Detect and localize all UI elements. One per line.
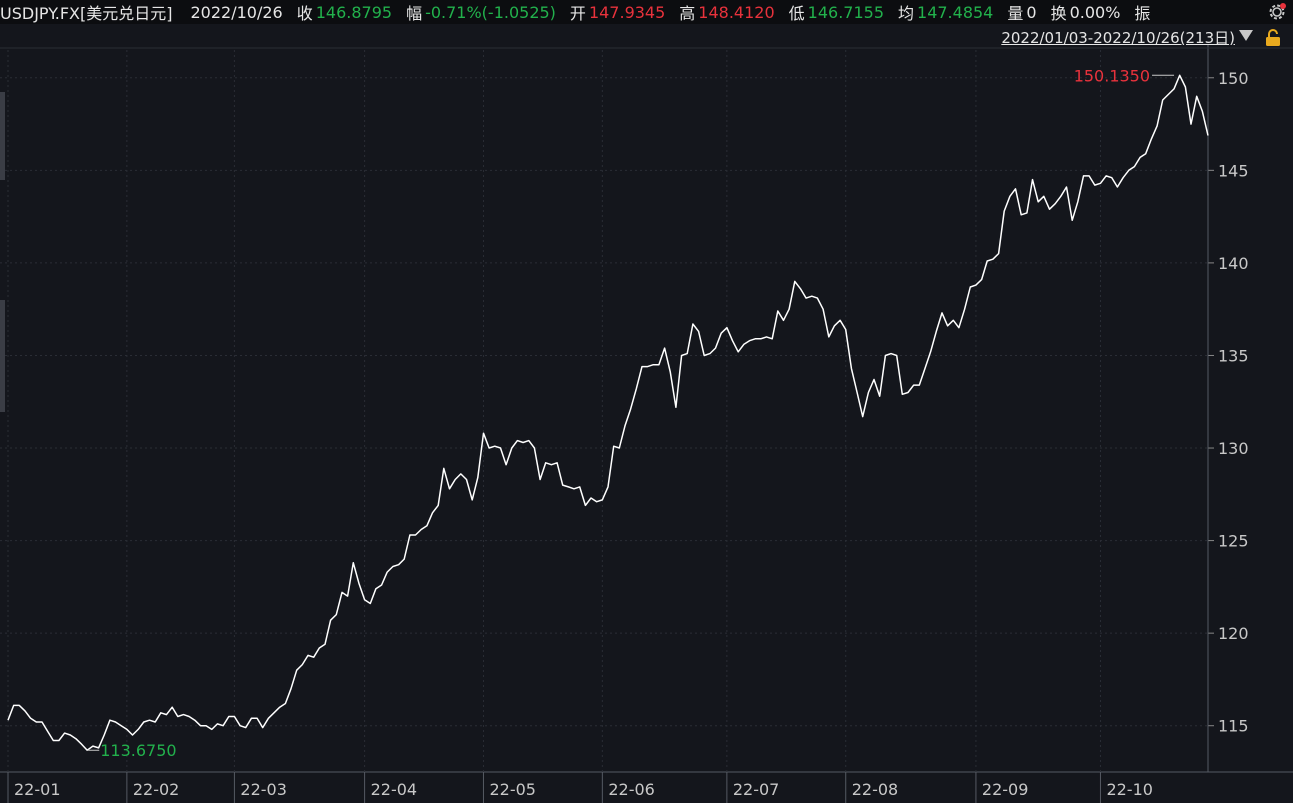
left-edge-marker — [0, 92, 5, 180]
x-tick-label: 22-05 — [489, 780, 535, 799]
avg-value: 147.4854 — [917, 2, 994, 22]
low-value: 146.7155 — [807, 2, 884, 22]
left-edge-marker — [0, 300, 5, 412]
x-tick-label: 22-04 — [371, 780, 418, 799]
y-tick-label: 140 — [1218, 254, 1249, 273]
close-value: 146.8795 — [315, 2, 393, 22]
x-tick-label: 22-09 — [982, 780, 1029, 799]
close-label: 收 — [296, 4, 313, 23]
change-value: -0.71%(-1.0525) — [425, 2, 556, 22]
high-label: 高 — [679, 4, 696, 23]
x-tick-label: 22-07 — [733, 780, 780, 799]
x-tick-label: 22-06 — [608, 780, 655, 799]
y-tick-label: 135 — [1218, 346, 1249, 365]
x-tick-label: 22-03 — [240, 780, 287, 799]
volume-value: 0 — [1026, 2, 1037, 22]
avg-label: 均 — [898, 4, 915, 23]
y-tick-label: 115 — [1218, 717, 1249, 736]
y-tick-label: 130 — [1218, 439, 1249, 458]
y-tick-label: 150 — [1218, 69, 1249, 88]
x-tick-label: 22-10 — [1106, 780, 1153, 799]
symbol-name[interactable]: USDJPY.FX[美元兑日元] — [0, 4, 173, 23]
change-label: 幅 — [406, 4, 423, 23]
quote-date: 2022/10/26 — [190, 2, 283, 22]
amplitude-label: 振 — [1134, 4, 1151, 23]
quote-header: USDJPY.FX[美元兑日元] 2022/10/26 收 146.8795 幅-… — [0, 0, 1293, 24]
turnover-label: 换 — [1050, 4, 1067, 23]
lock-icon[interactable] — [1263, 29, 1283, 47]
triangle-down-icon[interactable] — [1239, 30, 1253, 41]
open-value: 147.9345 — [588, 2, 666, 22]
open-label: 开 — [569, 4, 586, 23]
low-annotation: 113.6750 — [100, 741, 176, 760]
x-tick-label: 22-01 — [14, 780, 61, 799]
y-tick-label: 125 — [1218, 532, 1249, 551]
price-series-line — [7, 74, 1209, 751]
x-tick-label: 22-02 — [133, 780, 180, 799]
x-tick-label: 22-08 — [852, 780, 899, 799]
gear-icon[interactable] — [1267, 2, 1287, 22]
high-annotation: 150.1350 — [1074, 66, 1150, 85]
turnover-value: 0.00% — [1069, 2, 1121, 22]
y-tick-label: 145 — [1218, 161, 1249, 180]
low-label: 低 — [788, 4, 805, 23]
y-tick-label: 120 — [1218, 624, 1249, 643]
high-value: 148.4120 — [698, 2, 775, 22]
date-range-selector[interactable]: 2022/01/03-2022/10/26(213日) — [1001, 29, 1235, 47]
volume-label: 量 — [1007, 4, 1024, 23]
